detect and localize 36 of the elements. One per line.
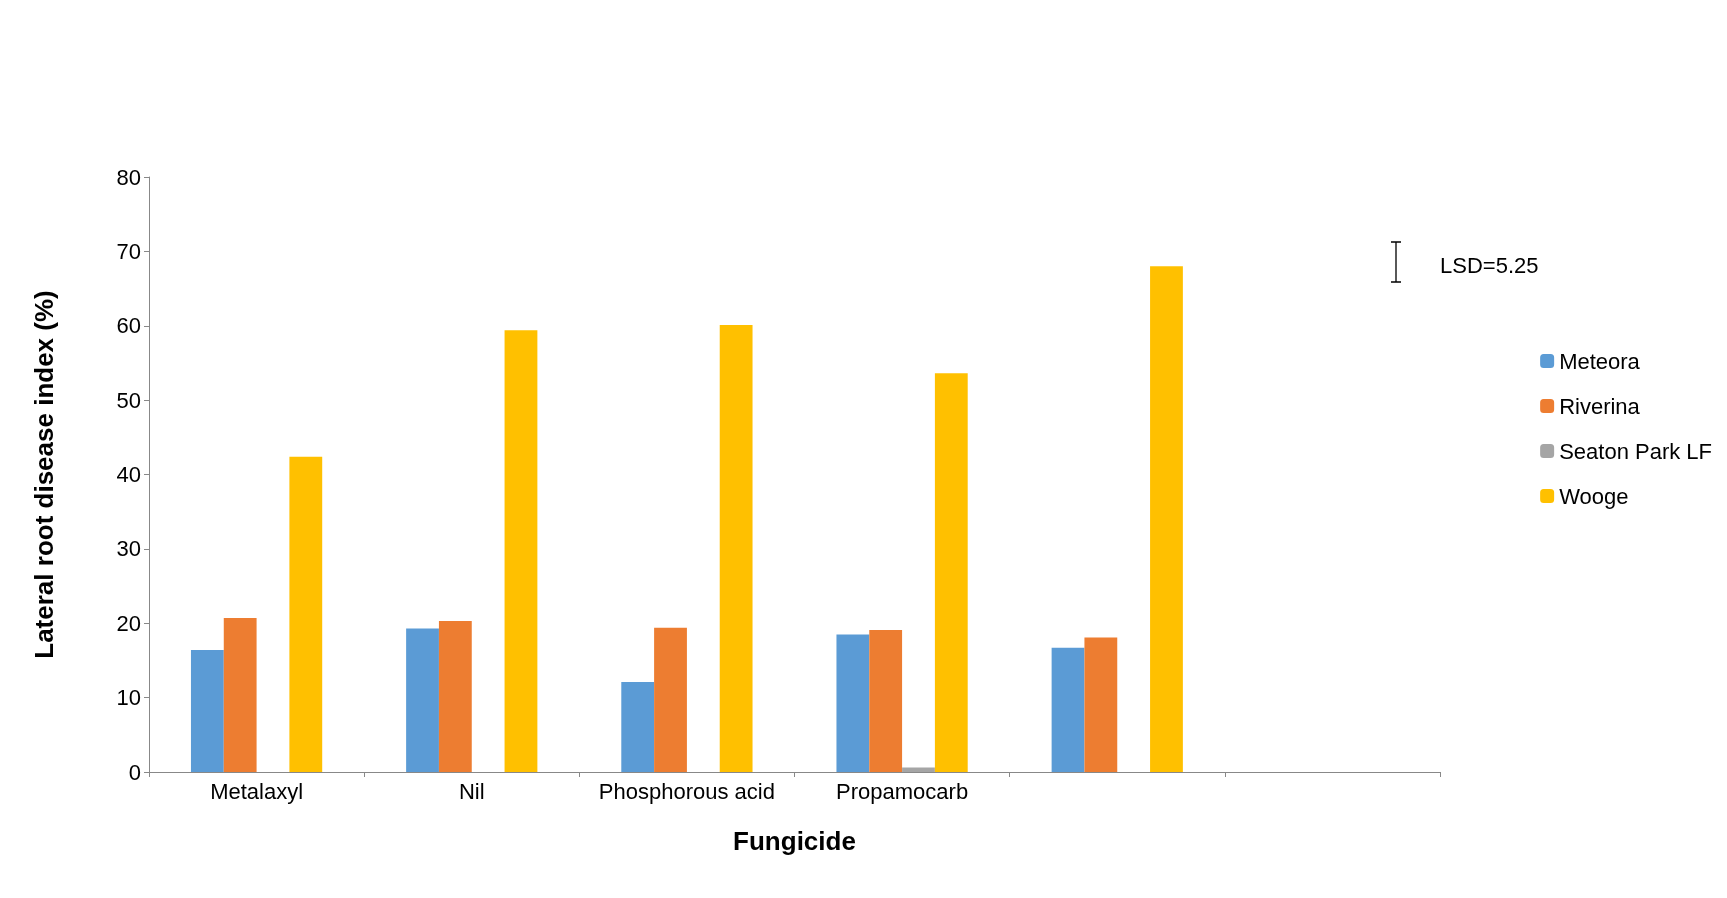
bar	[289, 456, 323, 772]
legend-label: Meteora	[1559, 348, 1641, 374]
bar	[190, 650, 224, 772]
bar	[621, 682, 655, 772]
bar	[406, 628, 439, 772]
bar	[1084, 637, 1118, 772]
y-tick-label: 20	[116, 610, 141, 636]
legend-label: Seaton Park LF	[1559, 438, 1713, 464]
y-tick-label: 60	[116, 313, 141, 339]
bar	[504, 330, 538, 772]
bar	[1150, 266, 1183, 772]
y-axis-title: Lateral root disease index (%)	[29, 290, 59, 659]
x-tick-label: Phosphorous acid	[598, 778, 775, 804]
x-tick-label: Metalaxyl	[210, 778, 304, 804]
x-axis-title: Fungicide	[733, 826, 856, 856]
y-tick-label: 40	[116, 462, 141, 487]
bar	[719, 325, 753, 772]
x-tick-label: Propamocarb	[836, 778, 969, 804]
y-tick-label: 10	[116, 685, 141, 711]
y-tick-label: 30	[116, 536, 141, 562]
legend-label: Riverina	[1559, 393, 1641, 419]
legend-label: Wooge	[1559, 483, 1629, 509]
bar	[654, 627, 687, 772]
bar	[438, 621, 472, 772]
y-tick-label: 0	[128, 759, 141, 785]
annotation: LSD=5.25	[1440, 252, 1539, 278]
bar	[1051, 647, 1085, 772]
x-tick-label: Nil	[458, 778, 485, 804]
y-tick-label: 80	[116, 164, 141, 190]
y-tick-label: 50	[116, 387, 141, 413]
y-tick-label: 70	[116, 238, 141, 264]
bar	[223, 618, 257, 772]
bar	[902, 767, 935, 772]
bar	[869, 629, 903, 772]
bar	[836, 634, 870, 772]
bar	[934, 373, 968, 772]
